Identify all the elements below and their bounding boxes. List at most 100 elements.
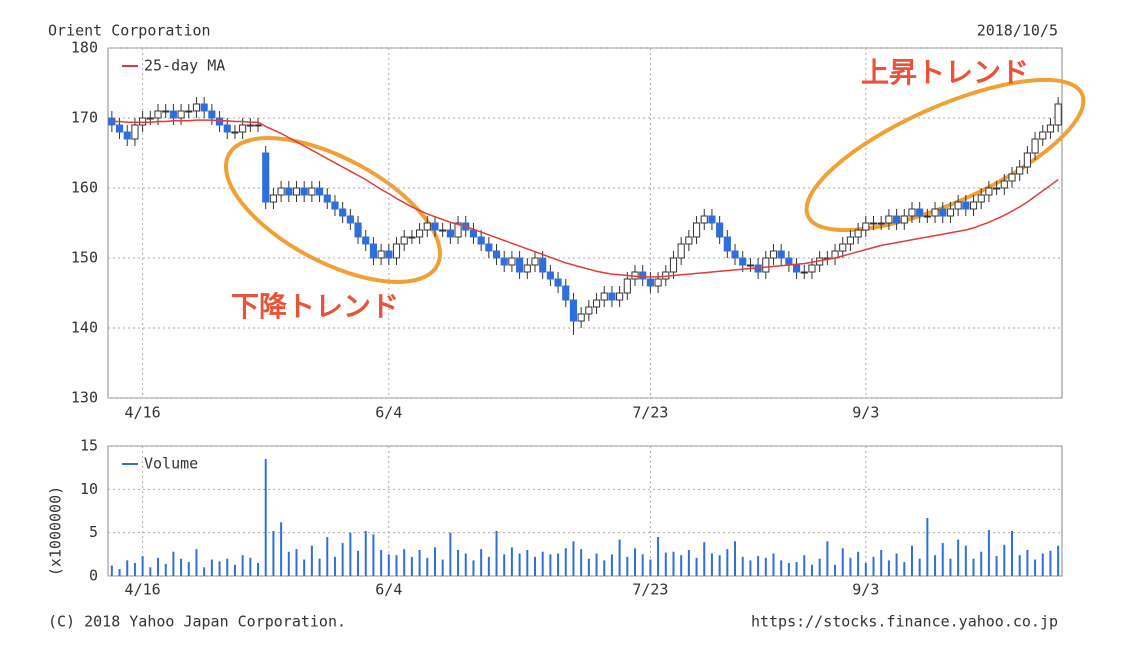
volume-bar <box>841 548 844 576</box>
candle-body <box>1000 180 1008 189</box>
volume-bar <box>233 564 236 576</box>
candle-body <box>946 208 955 217</box>
downtrend-circle <box>223 136 443 284</box>
volume-bar <box>880 550 883 576</box>
candle-body <box>916 208 924 217</box>
candle-body <box>423 222 431 231</box>
candle-body <box>385 250 393 259</box>
volume-bar <box>195 549 198 576</box>
annotation: 下降トレンド <box>231 290 399 323</box>
volume-bar <box>433 547 436 576</box>
volume-bar <box>687 550 690 576</box>
volume-bar <box>218 561 221 576</box>
candle-body <box>292 187 301 196</box>
candle-body <box>239 124 247 133</box>
candle-body <box>562 285 570 301</box>
y-tick-label: 140 <box>71 319 98 337</box>
volume-bar <box>564 548 567 576</box>
x-tick-label: 7/23 <box>632 581 668 599</box>
volume-bar <box>1010 530 1013 576</box>
candle-body <box>854 229 862 238</box>
volume-bar <box>895 553 898 576</box>
volume-bar <box>395 555 398 576</box>
candle-body <box>154 110 162 119</box>
volume-bar <box>133 563 136 576</box>
volume-bar <box>541 551 544 576</box>
volume-bar <box>603 560 606 576</box>
candle-body <box>616 292 624 301</box>
candle-body <box>739 257 747 266</box>
volume-bar <box>734 541 737 576</box>
volume-bar <box>649 559 652 576</box>
volume-bar <box>1018 555 1021 576</box>
candle-body <box>800 271 808 274</box>
volume-bar <box>549 554 552 576</box>
volume-bar <box>803 555 806 576</box>
candle-body <box>377 250 385 259</box>
candle-body <box>500 257 508 266</box>
volume-bar <box>157 557 160 576</box>
x-tick-label: 4/16 <box>125 404 161 422</box>
volume-bar <box>795 562 798 576</box>
volume-bar <box>510 547 513 576</box>
candle-body <box>177 110 185 119</box>
candle-body <box>777 250 785 259</box>
volume-bar <box>518 553 521 576</box>
candle-body <box>1016 166 1024 175</box>
candle-body <box>146 117 154 120</box>
candle-body <box>962 201 970 210</box>
volume-bar <box>657 537 660 576</box>
volume-plot-frame <box>107 445 1063 577</box>
candle-body <box>408 236 416 239</box>
volume-bar <box>987 530 990 576</box>
candle-body <box>323 194 331 203</box>
volume-bar <box>318 558 321 576</box>
candle-body <box>369 243 378 259</box>
x-tick-label: 9/3 <box>852 581 879 599</box>
y-tick-label: 150 <box>71 249 98 267</box>
candle-body <box>231 131 239 134</box>
candle-body <box>1054 103 1062 126</box>
volume-bar <box>149 567 152 576</box>
volume-bar <box>557 553 560 576</box>
volume-bar <box>241 555 244 576</box>
candle-body <box>254 124 262 127</box>
volume-bar <box>1041 553 1044 576</box>
y-tick-label: 0 <box>89 567 98 585</box>
volume-bar <box>710 553 713 576</box>
candle-body <box>339 208 347 217</box>
volume-bar <box>357 550 360 576</box>
volume-bar <box>387 554 390 576</box>
volume-bar <box>341 543 344 576</box>
candle-body <box>508 257 516 266</box>
volume-bar <box>980 551 983 576</box>
volume-bar <box>726 549 729 576</box>
candle-body <box>762 257 770 273</box>
candle-body <box>546 271 554 280</box>
candle-body <box>285 187 293 196</box>
candle-body <box>731 250 739 259</box>
volume-bar <box>172 551 175 576</box>
volume-bar <box>780 560 783 576</box>
volume-bar <box>964 545 967 576</box>
volume-bar <box>472 560 475 576</box>
candle-body <box>1031 138 1039 154</box>
chart-title: Orient Corporation <box>48 22 211 40</box>
candle-body <box>877 222 885 225</box>
volume-bar <box>464 553 467 576</box>
volume-bar <box>264 459 267 576</box>
candle-body <box>200 103 208 112</box>
candle-body <box>269 194 277 203</box>
volume-bar <box>364 530 367 576</box>
volume-bar <box>503 554 506 576</box>
candle-body <box>792 264 801 273</box>
candle-body <box>577 313 585 322</box>
volume-bar <box>272 530 275 576</box>
candle-body <box>362 236 370 245</box>
candle-body <box>516 257 524 273</box>
volume-bar <box>457 550 460 576</box>
volume-bar <box>703 542 706 576</box>
volume-bar <box>118 569 121 576</box>
candle-body <box>446 229 454 238</box>
